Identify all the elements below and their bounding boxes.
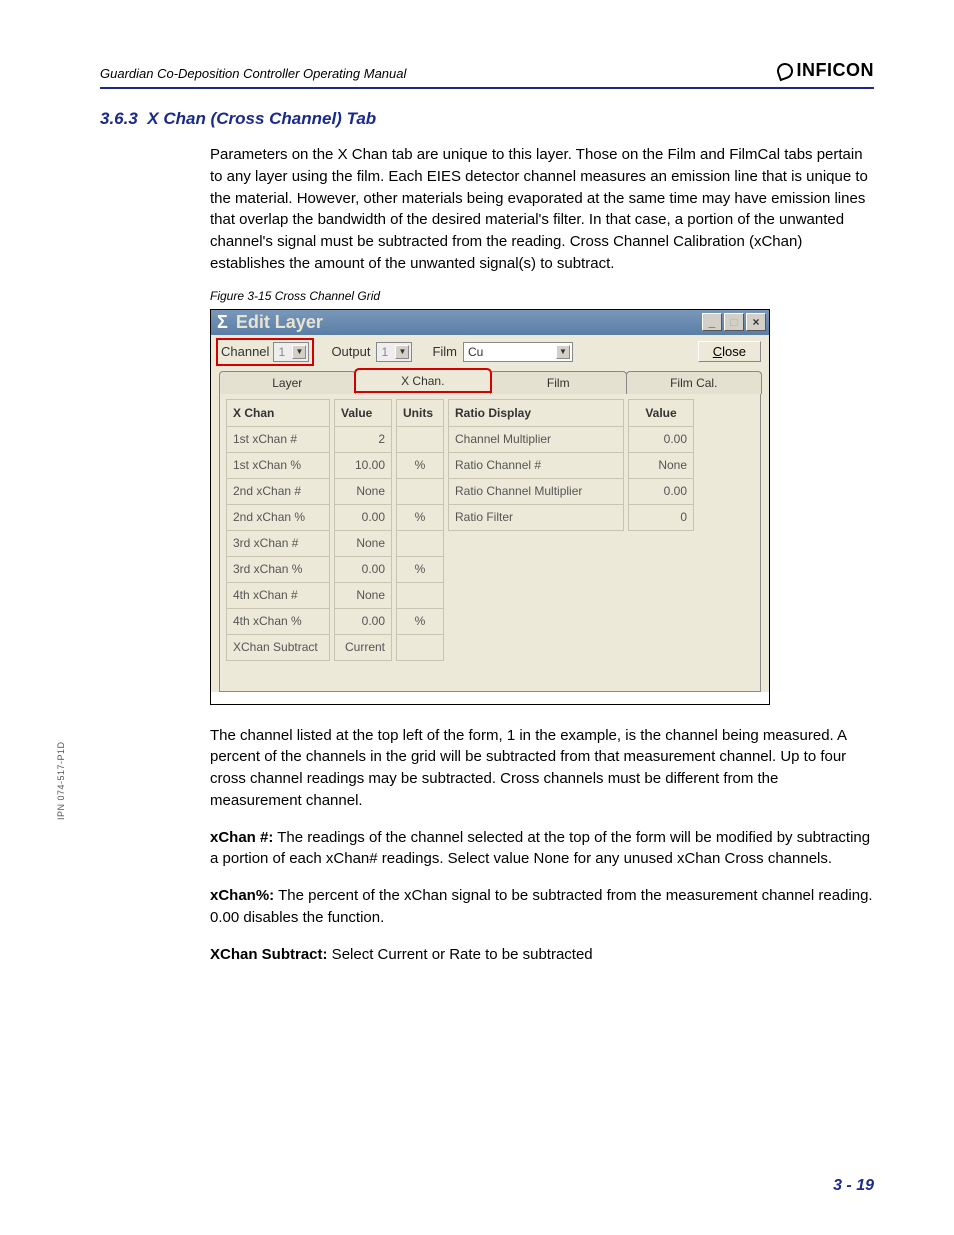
cell-ratio-label: Ratio Filter bbox=[448, 505, 624, 531]
tab-film[interactable]: Film bbox=[490, 371, 627, 394]
cell-label: 1st xChan # bbox=[226, 427, 330, 453]
doc-title: Guardian Co-Deposition Controller Operat… bbox=[100, 66, 406, 81]
cell-units bbox=[396, 427, 444, 453]
cell-value[interactable]: None bbox=[334, 583, 392, 609]
cell-label: 2nd xChan % bbox=[226, 505, 330, 531]
cell-ratio-value[interactable]: None bbox=[628, 453, 694, 479]
cell-units bbox=[396, 583, 444, 609]
cell-units: % bbox=[396, 453, 444, 479]
cell-units bbox=[396, 531, 444, 557]
channel-value: 1 bbox=[278, 345, 292, 359]
cell-value[interactable]: 0.00 bbox=[334, 505, 392, 531]
def-xchan-pct: xChan%: The percent of the xChan signal … bbox=[210, 885, 874, 929]
chevron-down-icon: ▼ bbox=[556, 345, 570, 359]
cell-ratio-value[interactable]: 0.00 bbox=[628, 427, 694, 453]
def-xchan-num: xChan #: The readings of the channel sel… bbox=[210, 827, 874, 871]
cell-units: % bbox=[396, 557, 444, 583]
cell-units bbox=[396, 635, 444, 661]
col-ratio-value: Value 0.00 None 0.00 0 bbox=[628, 399, 694, 661]
cell-units: % bbox=[396, 609, 444, 635]
output-dropdown[interactable]: 1 ▼ bbox=[376, 342, 412, 362]
header-xchan: X Chan bbox=[226, 399, 330, 427]
logo-icon bbox=[774, 60, 795, 81]
cell-value[interactable]: None bbox=[334, 531, 392, 557]
film-label: Film bbox=[432, 344, 457, 359]
chevron-down-icon: ▼ bbox=[292, 345, 306, 359]
cell-label: 4th xChan # bbox=[226, 583, 330, 609]
cell-value[interactable]: 2 bbox=[334, 427, 392, 453]
col-xchan-units: Units % % % % bbox=[396, 399, 444, 661]
cell-label: 4th xChan % bbox=[226, 609, 330, 635]
cell-value[interactable]: Current bbox=[334, 635, 392, 661]
close-window-button[interactable]: × bbox=[746, 313, 766, 331]
page-number: 3 - 19 bbox=[833, 1177, 874, 1195]
cell-value[interactable]: 0.00 bbox=[334, 609, 392, 635]
col-xchan-value: Value 2 10.00 None 0.00 None 0.00 None 0… bbox=[334, 399, 392, 661]
window-title: Edit Layer bbox=[236, 312, 323, 333]
cell-value[interactable]: 0.00 bbox=[334, 557, 392, 583]
col-xchan-label: X Chan 1st xChan # 1st xChan % 2nd xChan… bbox=[226, 399, 330, 661]
def-xchan-subtract: XChan Subtract: Select Current or Rate t… bbox=[210, 944, 874, 966]
header-ratio: Ratio Display bbox=[448, 399, 624, 427]
header-rule bbox=[100, 87, 874, 89]
chevron-down-icon: ▼ bbox=[395, 345, 409, 359]
film-dropdown[interactable]: Cu ▼ bbox=[463, 342, 573, 362]
output-value: 1 bbox=[381, 345, 395, 359]
cell-label: XChan Subtract bbox=[226, 635, 330, 661]
cell-ratio-label: Ratio Channel Multiplier bbox=[448, 479, 624, 505]
cell-ratio-value[interactable]: 0 bbox=[628, 505, 694, 531]
cell-ratio-value[interactable]: 0.00 bbox=[628, 479, 694, 505]
side-ipn: IPN 074-517-P1D bbox=[56, 741, 66, 820]
cell-label: 3rd xChan # bbox=[226, 531, 330, 557]
cell-label: 3rd xChan % bbox=[226, 557, 330, 583]
cell-label: 1st xChan % bbox=[226, 453, 330, 479]
tab-filmcal[interactable]: Film Cal. bbox=[626, 371, 763, 394]
tab-layer[interactable]: Layer bbox=[219, 371, 356, 394]
cell-units bbox=[396, 479, 444, 505]
channel-dropdown[interactable]: 1 ▼ bbox=[273, 342, 309, 362]
tab-xchan[interactable]: X Chan. bbox=[355, 369, 492, 392]
cell-ratio-label: Channel Multiplier bbox=[448, 427, 624, 453]
brand-logo: INFICON bbox=[777, 60, 875, 81]
minimize-button[interactable]: _ bbox=[702, 313, 722, 331]
maximize-button[interactable]: □ bbox=[724, 313, 744, 331]
window-titlebar: Σ Edit Layer _ □ × bbox=[211, 310, 769, 335]
sigma-icon: Σ bbox=[217, 312, 228, 333]
after-paragraph: The channel listed at the top left of th… bbox=[210, 725, 874, 812]
header-value: Value bbox=[334, 399, 392, 427]
section-heading: 3.6.3 X Chan (Cross Channel) Tab bbox=[100, 109, 874, 129]
header-units: Units bbox=[396, 399, 444, 427]
brand-text: INFICON bbox=[797, 60, 875, 81]
header-ratio-value: Value bbox=[628, 399, 694, 427]
cell-ratio-label: Ratio Channel # bbox=[448, 453, 624, 479]
close-button[interactable]: Close bbox=[698, 341, 761, 362]
cell-label: 2nd xChan # bbox=[226, 479, 330, 505]
intro-paragraph: Parameters on the X Chan tab are unique … bbox=[210, 144, 874, 275]
figure-caption: Figure 3-15 Cross Channel Grid bbox=[210, 289, 874, 303]
channel-label: Channel bbox=[221, 344, 269, 359]
cell-value[interactable]: None bbox=[334, 479, 392, 505]
output-label: Output bbox=[331, 344, 370, 359]
figure-screenshot: Σ Edit Layer _ □ × Channel 1 ▼ bbox=[210, 309, 770, 705]
cell-value[interactable]: 10.00 bbox=[334, 453, 392, 479]
cell-units: % bbox=[396, 505, 444, 531]
film-value: Cu bbox=[468, 345, 556, 359]
col-ratio-label: Ratio Display Channel Multiplier Ratio C… bbox=[448, 399, 624, 661]
